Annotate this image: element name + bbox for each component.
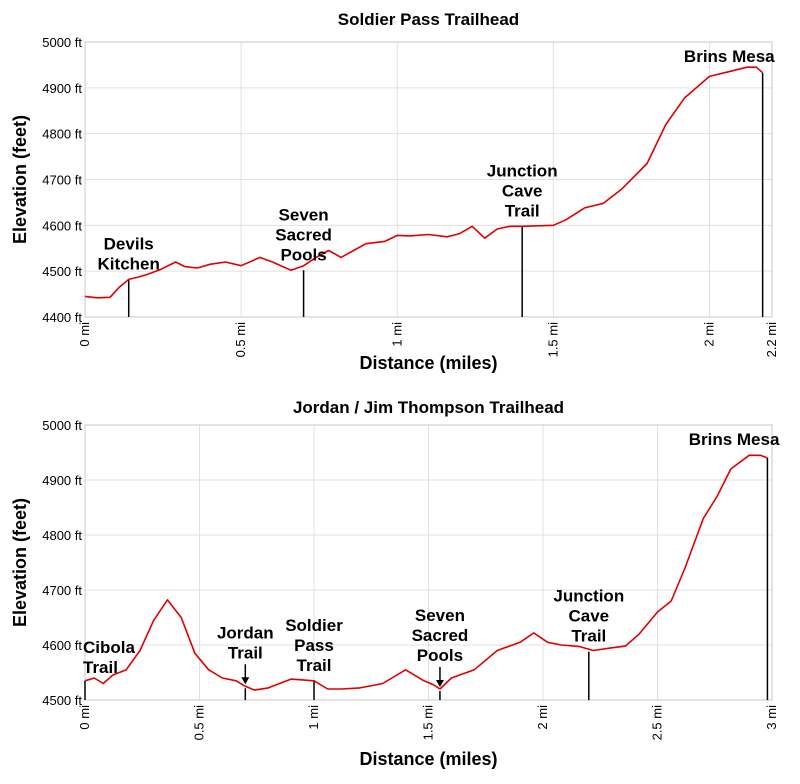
x-tick-label: 2.5 mi	[650, 705, 665, 741]
waypoint-label-line: Pools	[280, 245, 326, 264]
waypoint-label: Seven Sacred Pools	[275, 205, 332, 264]
waypoint-label: Cibola Trail	[83, 638, 135, 677]
y-tick-label: 4600 ft	[42, 218, 82, 233]
waypoint-arrow-head	[241, 677, 250, 685]
waypoint-label: Junction Cave Trail	[487, 161, 558, 220]
x-tick-label: 0 mi	[77, 705, 92, 730]
y-tick-label: 4700 ft	[42, 583, 82, 598]
waypoint-label-line: Jordan	[217, 623, 274, 642]
x-tick-label: 1.5 mi	[421, 705, 436, 741]
waypoint-label-line: Trail	[297, 656, 332, 675]
waypoint-arrow-head	[435, 680, 444, 687]
waypoint-label-line: Pass	[294, 636, 334, 655]
y-tick-label: 4500 ft	[42, 693, 82, 708]
x-tick-label: 1 mi	[306, 705, 321, 730]
x-tick-label: 1 mi	[389, 322, 404, 347]
waypoint-label-line: Sacred	[275, 225, 332, 244]
y-tick-label: 4400 ft	[42, 310, 82, 325]
elevation-profile-line	[84, 454, 768, 691]
y-tick-label: 4600 ft	[42, 638, 82, 653]
plot-frame	[84, 424, 773, 701]
x-tick-label: 2 mi	[702, 322, 717, 347]
waypoint-label-line: Junction	[487, 161, 558, 180]
chart-panel-1: Soldier Pass Trailhead 4400 ft 4500 ft 4600…	[10, 10, 779, 373]
waypoint-label-line: Cave	[502, 181, 543, 200]
y-axis-label: Elevation (feet)	[10, 115, 30, 244]
waypoint-label-line: Devils	[104, 234, 154, 253]
y-tick-label: 5000 ft	[42, 418, 82, 433]
waypoint-label-line: Trail	[83, 658, 118, 677]
x-axis-label: Distance (miles)	[359, 353, 497, 373]
y-tick-label: 4800 ft	[42, 528, 82, 543]
y-tick-label: 4700 ft	[42, 173, 82, 188]
waypoint-label-line: Trail	[228, 643, 263, 662]
waypoint-label-line: Trail	[571, 627, 606, 646]
waypoint-label: Soldier Pass Trail	[285, 616, 343, 675]
waypoint-label-line: Brins Mesa	[684, 47, 775, 66]
waypoint-label-line: Junction	[553, 587, 624, 606]
waypoint-label-line: Cibola	[83, 638, 135, 657]
waypoint-label-line: Kitchen	[98, 254, 160, 273]
x-tick-label: 0 mi	[77, 322, 92, 347]
waypoint-label: Brins Mesa	[689, 430, 780, 449]
waypoint-label: Brins Mesa	[684, 47, 775, 66]
y-tick-label: 4900 ft	[42, 81, 82, 96]
x-tick-label: 2.2 mi	[764, 322, 779, 358]
x-axis-label: Distance (miles)	[359, 749, 497, 769]
waypoint-label-line: Sacred	[412, 626, 469, 645]
waypoint-label-line: Soldier	[285, 616, 343, 635]
waypoint-label-line: Pools	[417, 646, 463, 665]
waypoint-label-line: Seven	[415, 606, 465, 625]
y-tick-label: 4800 ft	[42, 127, 82, 142]
waypoint-label: Junction Cave Trail	[553, 587, 624, 646]
plot-frame	[84, 41, 773, 318]
chart-panel-2: Jordan / Jim Thompson Trailhead 4500 ft 46…	[10, 398, 780, 769]
waypoint-label: Devils Kitchen	[98, 234, 160, 273]
x-tick-label: 1.5 mi	[545, 322, 560, 358]
waypoint-label: Jordan Trail	[217, 623, 274, 662]
chart-title: Soldier Pass Trailhead	[338, 10, 519, 29]
y-tick-label: 4900 ft	[42, 473, 82, 488]
y-tick-label: 4500 ft	[42, 264, 82, 279]
chart-title: Jordan / Jim Thompson Trailhead	[293, 398, 564, 417]
waypoint-label-line: Brins Mesa	[689, 430, 780, 449]
elevation-profile-line	[84, 66, 764, 299]
waypoint-label-line: Cave	[568, 607, 609, 626]
waypoint-label-line: Seven	[279, 205, 329, 224]
x-tick-label: 0.5 mi	[233, 322, 248, 358]
x-tick-label: 3 mi	[764, 705, 779, 730]
waypoint-label: Seven Sacred Pools	[412, 606, 469, 665]
x-tick-label: 0.5 mi	[192, 705, 207, 741]
waypoint-label-line: Trail	[505, 201, 540, 220]
y-tick-label: 5000 ft	[42, 35, 82, 50]
y-axis-label: Elevation (feet)	[10, 498, 30, 627]
x-tick-label: 2 mi	[535, 705, 550, 730]
